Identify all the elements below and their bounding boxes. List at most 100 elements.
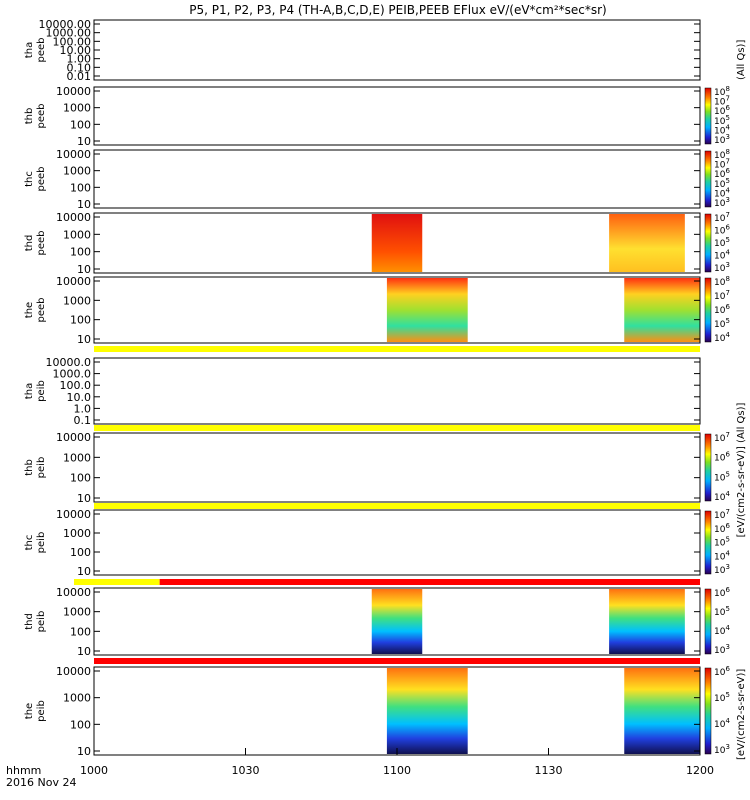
y-tick-label: 10.0	[67, 391, 92, 404]
panel-product-label: peeb	[36, 38, 47, 63]
y-tick-label: 100	[70, 718, 91, 731]
colorbar-tick-label: 104	[714, 186, 730, 199]
y-tick-label: 100	[70, 546, 91, 559]
y-tick-label: 100	[70, 472, 91, 485]
chart-title: P5, P1, P2, P3, P4 (TH-A,B,C,D,E) PEIB,P…	[189, 3, 606, 17]
y-tick-label: 10	[77, 263, 91, 276]
y-tick-label: 10000	[56, 508, 91, 521]
y-tick-label: 1000	[63, 692, 91, 705]
y-tick-label: 100	[70, 625, 91, 638]
colorbar-tick-label: 105	[714, 317, 730, 330]
y-tick-label: 1000	[63, 102, 91, 115]
panel-thb_peib: 10000 1000 100 10 thb peib 104 105 106 107	[24, 431, 730, 509]
colorbar-tick-label: 104	[714, 490, 730, 503]
panel-product-label: peib	[36, 380, 47, 402]
panel-thd_peib: 10000 1000 100 10 thd peib 103 104 105 106	[24, 586, 730, 664]
y-tick-label: 10000	[56, 211, 91, 224]
y-tick-label: 1000	[63, 527, 91, 540]
panel-product-label: peeb	[36, 298, 47, 323]
panel-frame	[93, 276, 701, 344]
colorbar	[704, 588, 712, 655]
x-axis-label-line1: hhmm	[6, 764, 41, 777]
y-tick-label: 1000	[63, 165, 91, 178]
y-tick-label: 10000	[56, 586, 91, 599]
panel-frame	[93, 432, 701, 503]
y-tick-label: 1000	[63, 451, 91, 464]
y-tick-label: 0.1	[74, 414, 92, 427]
colorbar-tick-label: 107	[714, 95, 730, 108]
colorbar-tick-label: 108	[714, 85, 730, 98]
flag-bar	[94, 503, 700, 509]
y-tick-label: 10	[77, 565, 91, 578]
spectrogram-block	[624, 278, 700, 342]
colorbar-tick-label: 103	[714, 743, 730, 756]
colorbar-tick-label: 106	[714, 303, 730, 316]
y-tick-label: 10000	[56, 665, 91, 678]
colorbar-tick-label: 108	[714, 148, 730, 161]
colorbar-tick-label: 105	[714, 691, 730, 704]
y-tick-label: 0.10	[67, 61, 92, 74]
panel-frame	[93, 212, 701, 274]
y-tick-label: 10	[77, 198, 91, 211]
x-tick-label: 1000	[80, 764, 108, 777]
panel-frame	[93, 587, 701, 656]
panel-frame	[93, 509, 701, 576]
y-tick-label: 1.00	[67, 53, 92, 66]
panel-frame	[93, 86, 701, 146]
y-tick-label: 100	[70, 181, 91, 194]
panel-frame	[93, 357, 701, 425]
y-tick-label: 10000.0	[46, 356, 92, 369]
x-tick-label: 1130	[535, 764, 563, 777]
y-tick-label: 1000	[63, 294, 91, 307]
colorbar-tick-label: 106	[714, 586, 730, 599]
spectrogram-block	[371, 589, 423, 654]
y-tick-label: 10000	[56, 275, 91, 288]
y-tick-label: 10000	[56, 85, 91, 98]
y-tick-label: 10.00	[60, 44, 92, 57]
colorbar-tick-label: 105	[714, 470, 730, 483]
panel-product-label: peeb	[36, 104, 47, 129]
colorbar-tick-label: 104	[714, 549, 730, 562]
spectrogram-block	[609, 214, 685, 272]
y-tick-label: 1.0	[74, 402, 92, 415]
y-tick-label: 10	[77, 333, 91, 346]
panel-probe-label: thc	[24, 171, 35, 187]
y-tick-label: 100.0	[60, 379, 92, 392]
y-tick-label: 10000	[56, 148, 91, 161]
y-tick-label: 10000	[56, 431, 91, 444]
panel-probe-label: tha	[24, 383, 35, 399]
colorbar	[704, 150, 712, 208]
panel-probe-label: tha	[24, 42, 35, 58]
panel-frame	[93, 149, 701, 209]
right-label-middle: [eV/(cm2-s-sr-eV)] (All Qs)]	[736, 402, 747, 537]
colorbar-tick-label: 105	[714, 605, 730, 618]
colorbar-tick-label: 105	[714, 114, 730, 127]
panel-probe-label: the	[24, 302, 35, 318]
panel-product-label: peib	[36, 457, 47, 479]
x-axis-label-line2: 2016 Nov 24	[6, 776, 76, 789]
y-tick-label: 1000	[63, 228, 91, 241]
panel-probe-label: thd	[24, 613, 35, 630]
colorbar-tick-label: 103	[714, 133, 730, 146]
colorbar-tick-label: 106	[714, 665, 730, 678]
right-label-top: (All Qs)]	[736, 40, 747, 80]
colorbar-tick-label: 103	[714, 643, 730, 656]
y-tick-label: 10	[77, 135, 91, 148]
colorbar-tick-label: 104	[714, 331, 730, 344]
y-tick-label: 0.01	[67, 70, 92, 83]
right-label-bottom: [eV/(cm2-s-sr-eV)]	[736, 669, 747, 760]
panel-product-label: peib	[36, 611, 47, 633]
flag-bar-red	[159, 579, 700, 585]
colorbar-tick-label: 106	[714, 104, 730, 117]
colorbar-tick-label: 106	[714, 224, 730, 237]
x-axis: hhmm 2016 Nov 24 1000 1030 1100 1130 1200	[6, 748, 714, 789]
spectrogram-block	[624, 668, 700, 754]
colorbar-tick-label: 103	[714, 563, 730, 576]
colorbar-tick-label: 103	[714, 196, 730, 209]
spectrogram-block	[386, 278, 468, 342]
